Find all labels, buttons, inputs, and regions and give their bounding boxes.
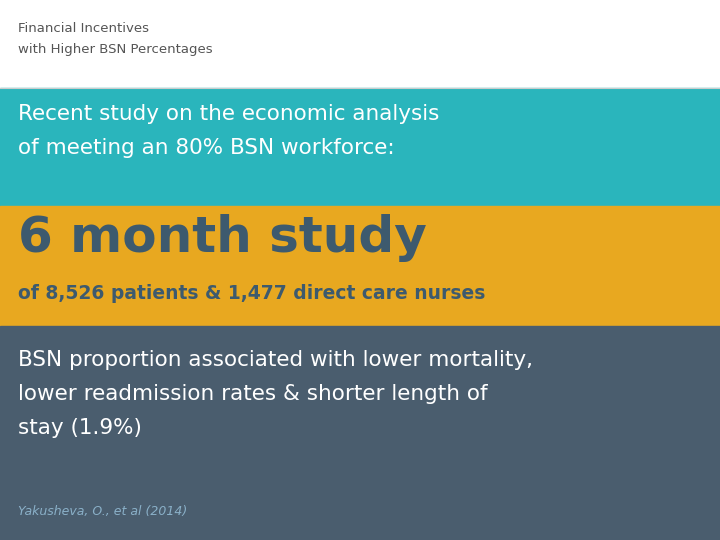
Text: Yakusheva, O., et al (2014): Yakusheva, O., et al (2014)	[18, 505, 187, 518]
Text: Recent study on the economic analysis: Recent study on the economic analysis	[18, 104, 439, 124]
Bar	[0, 326, 720, 540]
Text: of 8,526 patients & 1,477 direct care nurses: of 8,526 patients & 1,477 direct care nu…	[18, 284, 485, 303]
Text: 6 month study: 6 month study	[18, 214, 427, 262]
Text: stay (1.9%): stay (1.9%)	[18, 418, 142, 438]
Text: of meeting an 80% BSN workforce:: of meeting an 80% BSN workforce:	[18, 138, 395, 158]
Bar	[0, 0, 720, 88]
Bar	[0, 88, 720, 206]
Text: BSN proportion associated with lower mortality,: BSN proportion associated with lower mor…	[18, 350, 533, 370]
Text: lower readmission rates & shorter length of: lower readmission rates & shorter length…	[18, 384, 487, 404]
Text: Financial Incentives: Financial Incentives	[18, 22, 149, 35]
Text: with Higher BSN Percentages: with Higher BSN Percentages	[18, 43, 212, 56]
Bar	[0, 206, 720, 326]
